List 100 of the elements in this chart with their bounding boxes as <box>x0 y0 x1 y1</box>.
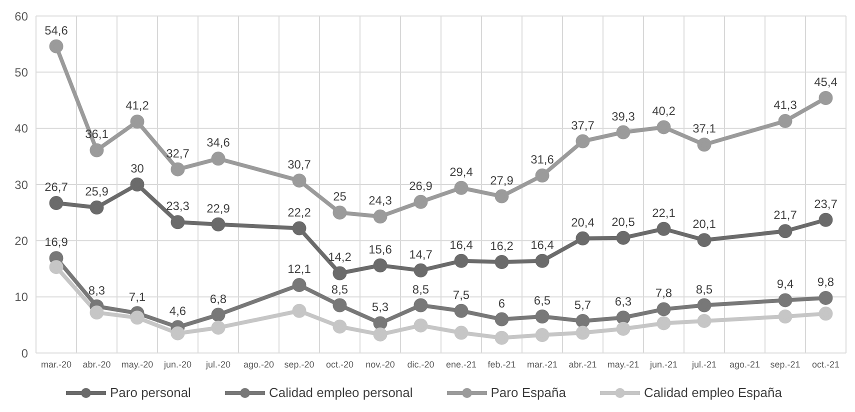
data-label: 14,2 <box>328 250 352 264</box>
x-tick-label: ago.-20 <box>243 359 274 370</box>
point <box>697 233 712 248</box>
data-label: 7,5 <box>452 288 470 302</box>
point <box>454 326 468 340</box>
data-label: 6,3 <box>614 294 632 309</box>
point <box>49 39 64 54</box>
point <box>656 302 671 316</box>
data-label: 9,8 <box>817 274 834 289</box>
x-tick-label: sep.-21 <box>770 359 800 370</box>
data-label: 45,4 <box>814 75 838 90</box>
point <box>211 320 226 335</box>
x-tick-label: jun.-21 <box>648 359 678 370</box>
point <box>616 310 630 325</box>
data-label: 41,3 <box>774 98 798 112</box>
data-label: 29,4 <box>450 164 474 179</box>
data-label: 22,9 <box>206 201 230 216</box>
point <box>414 263 428 278</box>
data-label: 20,1 <box>692 217 716 232</box>
data-label: 9,4 <box>776 277 794 292</box>
x-tick-label: may.-21 <box>607 359 640 370</box>
point <box>130 310 144 325</box>
point <box>373 327 388 342</box>
data-label: 6,5 <box>534 293 551 308</box>
point <box>616 125 630 140</box>
point <box>373 316 388 330</box>
point <box>656 316 671 330</box>
point <box>576 134 590 148</box>
point <box>494 189 509 204</box>
point <box>373 258 388 272</box>
point <box>454 180 468 195</box>
data-label: 5,7 <box>574 298 592 312</box>
legend-label: Paro personal <box>109 385 191 400</box>
point <box>90 306 104 320</box>
point <box>494 330 509 345</box>
point <box>130 114 144 129</box>
y-tick-label: 60 <box>14 9 28 24</box>
point <box>332 266 347 280</box>
data-label: 22,2 <box>288 205 312 220</box>
point <box>656 222 671 236</box>
data-label: 6,8 <box>210 292 227 306</box>
data-label: 8,5 <box>331 282 348 296</box>
point <box>778 309 792 324</box>
point <box>292 304 306 318</box>
point <box>292 221 306 236</box>
data-label: 23,3 <box>166 199 190 214</box>
point <box>170 162 185 176</box>
point <box>494 255 509 270</box>
data-label: 5,3 <box>372 300 389 314</box>
point <box>494 312 509 326</box>
data-label: 14,7 <box>409 247 433 262</box>
data-label: 37,1 <box>692 122 716 136</box>
x-tick-label: ago.-21 <box>729 359 760 370</box>
y-tick-label: 30 <box>14 178 28 192</box>
x-tick-label: nov.-20 <box>366 359 395 370</box>
point <box>414 298 428 312</box>
point <box>576 326 590 340</box>
data-label: 8,3 <box>88 283 106 298</box>
x-tick-label: dic.-20 <box>407 359 434 370</box>
data-label: 27,9 <box>490 173 514 188</box>
data-label: 15,6 <box>368 242 392 256</box>
point <box>576 231 590 246</box>
data-label: 40,2 <box>652 104 676 118</box>
data-label: 41,2 <box>126 98 150 113</box>
point <box>616 230 630 245</box>
y-tick-label: 0 <box>21 346 28 360</box>
point <box>454 254 468 268</box>
data-label: 20,4 <box>571 215 595 230</box>
point <box>332 298 347 312</box>
point <box>170 326 185 340</box>
point <box>373 210 388 224</box>
point <box>656 120 671 134</box>
data-label: 30,7 <box>288 158 312 172</box>
x-tick-label: abr.-20 <box>82 359 111 370</box>
point <box>454 304 468 318</box>
data-label: 22,1 <box>652 206 676 220</box>
data-label: 8,5 <box>696 282 713 296</box>
data-label: 16,4 <box>450 238 474 252</box>
data-label: 54,6 <box>44 23 68 38</box>
y-tick-label: 20 <box>14 234 28 248</box>
point <box>414 194 428 209</box>
point <box>616 322 630 336</box>
data-label: 34,6 <box>206 136 230 150</box>
legend-label: Calidad empleo personal <box>268 385 413 400</box>
point <box>818 290 833 305</box>
point <box>90 143 104 158</box>
data-label: 6 <box>498 296 506 310</box>
x-tick-label: oct.-21 <box>812 359 840 370</box>
x-tick-label: ene.-21 <box>446 359 477 370</box>
data-label: 25,9 <box>85 184 109 199</box>
data-label: 39,3 <box>612 109 636 124</box>
point <box>535 168 550 183</box>
data-label: 7,8 <box>655 286 672 300</box>
x-tick-label: jul.-21 <box>690 359 717 370</box>
x-tick-label: abr.-21 <box>568 359 597 370</box>
x-tick-label: jun.-20 <box>162 359 192 370</box>
data-label: 26,9 <box>409 178 433 193</box>
point <box>778 293 792 308</box>
data-label: 31,6 <box>530 152 554 167</box>
data-label: 24,3 <box>368 194 392 208</box>
